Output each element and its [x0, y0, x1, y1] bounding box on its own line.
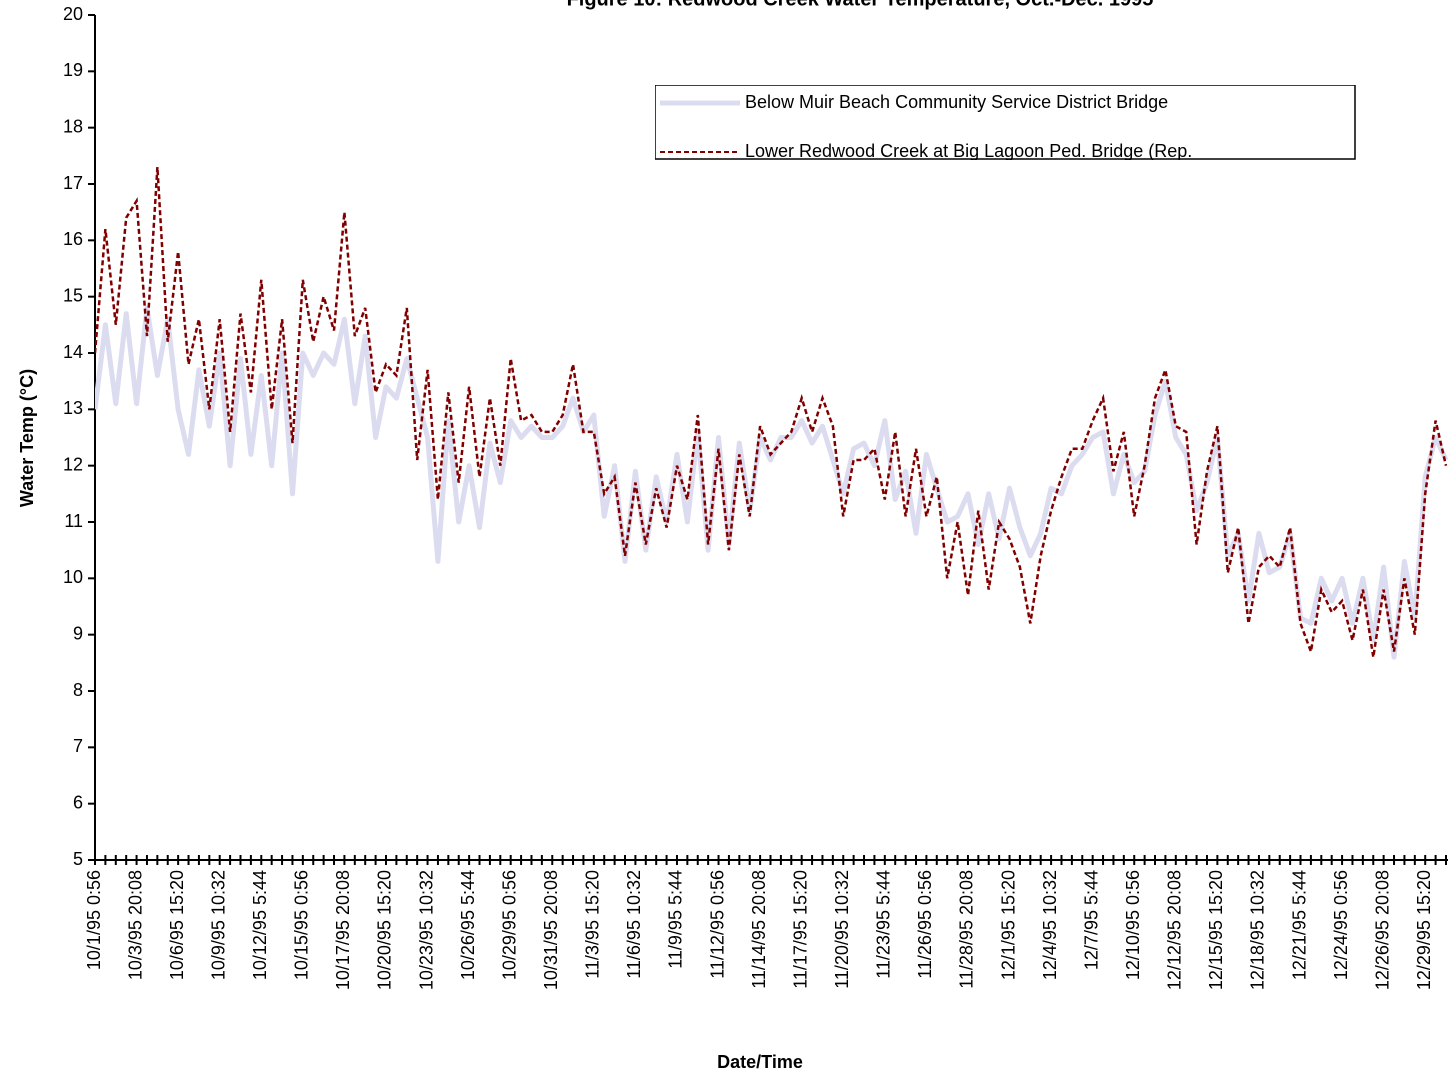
y-tick-label: 8 — [73, 680, 83, 700]
x-tick-label: 10/31/95 20:08 — [541, 870, 561, 990]
x-tick-label: 11/14/95 20:08 — [749, 870, 769, 989]
y-tick-label: 12 — [63, 454, 83, 474]
y-tick-label: 5 — [73, 849, 83, 869]
x-tick-label: 10/15/95 0:56 — [292, 870, 312, 980]
y-tick-label: 15 — [63, 285, 83, 305]
x-tick-label: 10/6/95 15:20 — [167, 870, 187, 980]
x-tick-label: 11/6/95 10:32 — [624, 870, 644, 979]
x-tick-label: 11/9/95 5:44 — [666, 870, 686, 969]
y-tick-label: 9 — [73, 623, 83, 643]
y-tick-label: 14 — [63, 342, 83, 362]
chart-title: Figure 10: Redwood Creek Water Temperatu… — [567, 0, 1154, 10]
x-tick-label: 11/3/95 15:20 — [583, 870, 603, 979]
y-tick-label: 19 — [63, 60, 83, 80]
legend-label: Below Muir Beach Community Service Distr… — [745, 92, 1168, 112]
x-tick-label: 10/12/95 5:44 — [250, 870, 270, 980]
x-tick-label: 12/29/95 15:20 — [1414, 870, 1434, 990]
x-tick-label: 10/26/95 5:44 — [458, 870, 478, 980]
x-tick-label: 12/15/95 15:20 — [1206, 870, 1226, 990]
x-tick-label: 12/18/95 10:32 — [1248, 870, 1268, 990]
series-line — [95, 167, 1448, 658]
x-tick-label: 12/10/95 0:56 — [1123, 870, 1143, 980]
x-tick-label: 12/24/95 0:56 — [1331, 870, 1351, 980]
x-tick-label: 12/12/95 20:08 — [1165, 870, 1185, 990]
x-tick-label: 10/17/95 20:08 — [333, 870, 353, 990]
x-tick-label: 12/21/95 5:44 — [1289, 870, 1309, 980]
x-tick-label: 10/1/95 0:56 — [84, 870, 104, 970]
x-tick-label: 10/29/95 0:56 — [499, 870, 519, 980]
y-tick-label: 17 — [63, 173, 83, 193]
legend-label: Lower Redwood Creek at Big Lagoon Ped. B… — [745, 141, 1192, 161]
legend-box — [655, 85, 1356, 160]
legend: Below Muir Beach Community Service Distr… — [655, 85, 1356, 161]
y-axis-label: Water Temp (°C) — [17, 369, 37, 507]
y-tick-label: 10 — [63, 567, 83, 587]
x-tick-label: 11/12/95 0:56 — [707, 870, 727, 979]
y-tick-label: 13 — [63, 398, 83, 418]
y-tick-label: 11 — [64, 511, 83, 531]
x-tick-label: 11/17/95 15:20 — [790, 870, 810, 989]
x-tick-label: 12/26/95 20:08 — [1372, 870, 1392, 990]
x-tick-label: 11/23/95 5:44 — [874, 870, 894, 979]
x-tick-label: 11/20/95 10:32 — [832, 870, 852, 989]
x-tick-label: 10/3/95 20:08 — [125, 870, 145, 980]
x-tick-label: 12/1/95 15:20 — [998, 870, 1018, 980]
x-tick-label: 11/28/95 20:08 — [957, 870, 977, 989]
y-tick-label: 16 — [63, 229, 83, 249]
x-axis-label: Date/Time — [717, 1052, 803, 1072]
x-tick-label: 11/26/95 0:56 — [915, 870, 935, 979]
x-tick-label: 12/4/95 10:32 — [1040, 870, 1060, 980]
y-tick-label: 20 — [63, 4, 83, 24]
x-tick-label: 10/20/95 15:20 — [375, 870, 395, 990]
y-tick-label: 7 — [73, 736, 83, 756]
x-tick-label: 10/23/95 10:32 — [416, 870, 436, 990]
y-tick-label: 6 — [73, 792, 83, 812]
y-tick-label: 18 — [63, 116, 83, 136]
x-tick-label: 10/9/95 10:32 — [208, 870, 228, 980]
x-tick-label: 12/7/95 5:44 — [1081, 870, 1101, 970]
series-line — [95, 305, 1448, 660]
